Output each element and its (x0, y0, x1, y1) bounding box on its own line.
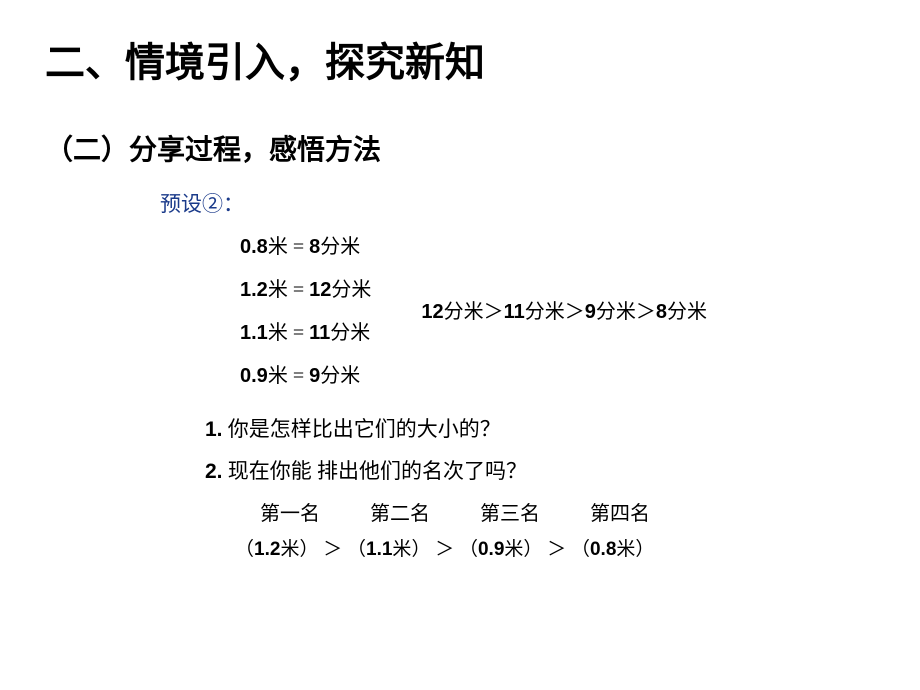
subtitle: （二）分享过程，感悟方法 (45, 128, 880, 168)
conv-right-unit: 分米 (320, 236, 360, 258)
conversion-line: 1.1米 = 11分米 (240, 316, 371, 345)
rank-num: 1.1 (366, 539, 392, 560)
conversions-column: 0.8米 = 8分米 1.2米 = 12分米 1.1米 = 11分米 0.9米 … (240, 230, 371, 388)
rank-num: 0.9 (478, 539, 504, 560)
conv-right-unit: 分米 (330, 322, 370, 344)
ranking-labels-row: 第一名 第二名 第三名 第四名 (260, 497, 880, 526)
conv-right-num: 8 (309, 236, 320, 258)
conv-left-num: 1.2 (240, 279, 268, 301)
cmp-num: 12 (421, 301, 443, 323)
conversions-area: 0.8米 = 8分米 1.2米 = 12分米 1.1米 = 11分米 0.9米 … (240, 230, 880, 388)
conv-left-num: 1.1 (240, 322, 268, 344)
cmp-unit: 分米 (596, 301, 636, 323)
question-number: 2. (205, 460, 223, 483)
conv-left-unit: 米 (268, 365, 288, 387)
conv-right-num: 11 (309, 322, 330, 344)
gt-symbol: ＞ (318, 539, 347, 560)
conv-right-num: 12 (309, 279, 331, 301)
rank-unit: 米 (280, 539, 299, 560)
ranking-label: 第四名 (590, 497, 650, 526)
comparison-chain: 12分米＞11分米＞9分米＞8分米 (421, 295, 707, 324)
cmp-num: 8 (656, 301, 667, 323)
preset-label: 预设②： (160, 188, 880, 218)
question-text: 现在你能 排出他们的名次了吗？ (223, 459, 528, 483)
conv-eq: = (288, 365, 309, 387)
cmp-unit: 分米 (667, 301, 707, 323)
conv-right-num: 9 (309, 365, 320, 387)
cmp-unit: 分米 (525, 301, 565, 323)
cmp-unit: 分米 (444, 301, 484, 323)
ranking-values-row: （1.2米） ＞ （1.1米） ＞ （0.9米） ＞ （0.8米） (235, 534, 880, 561)
conv-left-unit: 米 (268, 322, 288, 344)
conv-right-unit: 分米 (331, 279, 371, 301)
gt-symbol: ＞ (542, 539, 571, 560)
rank-unit: 米 (504, 539, 523, 560)
ranking-label: 第一名 (260, 497, 320, 526)
gt-symbol: ＞ (484, 301, 504, 323)
conversion-line: 1.2米 = 12分米 (240, 273, 371, 302)
conv-eq: = (288, 279, 309, 301)
ranking-block: 第一名 第二名 第三名 第四名 （1.2米） ＞ （1.1米） ＞ （0.9米）… (260, 497, 880, 561)
cmp-num: 11 (504, 301, 525, 323)
question-line: 1. 你是怎样比出它们的大小的？ (205, 413, 880, 443)
question-text: 你是怎样比出它们的大小的？ (223, 417, 501, 441)
ranking-label: 第三名 (480, 497, 540, 526)
conversion-line: 0.9米 = 9分米 (240, 359, 371, 388)
rank-num: 1.2 (254, 539, 280, 560)
question-line: 2. 现在你能 排出他们的名次了吗？ (205, 455, 880, 485)
cmp-num: 9 (585, 301, 596, 323)
conv-eq: = (288, 236, 309, 258)
rank-unit: 米 (616, 539, 635, 560)
conv-left-unit: 米 (268, 236, 288, 258)
conversion-line: 0.8米 = 8分米 (240, 230, 371, 259)
rank-num: 0.8 (590, 539, 616, 560)
conv-left-unit: 米 (268, 279, 288, 301)
conv-left-num: 0.8 (240, 236, 268, 258)
main-title: 二、情境引入，探究新知 (45, 30, 880, 88)
question-number: 1. (205, 418, 223, 441)
gt-symbol: ＞ (565, 301, 585, 323)
conv-eq: = (288, 322, 309, 344)
questions-block: 1. 你是怎样比出它们的大小的？ 2. 现在你能 排出他们的名次了吗？ (205, 413, 880, 485)
conv-left-num: 0.9 (240, 365, 268, 387)
gt-symbol: ＞ (430, 539, 459, 560)
gt-symbol: ＞ (636, 301, 656, 323)
conv-right-unit: 分米 (320, 365, 360, 387)
ranking-label: 第二名 (370, 497, 430, 526)
rank-unit: 米 (392, 539, 411, 560)
